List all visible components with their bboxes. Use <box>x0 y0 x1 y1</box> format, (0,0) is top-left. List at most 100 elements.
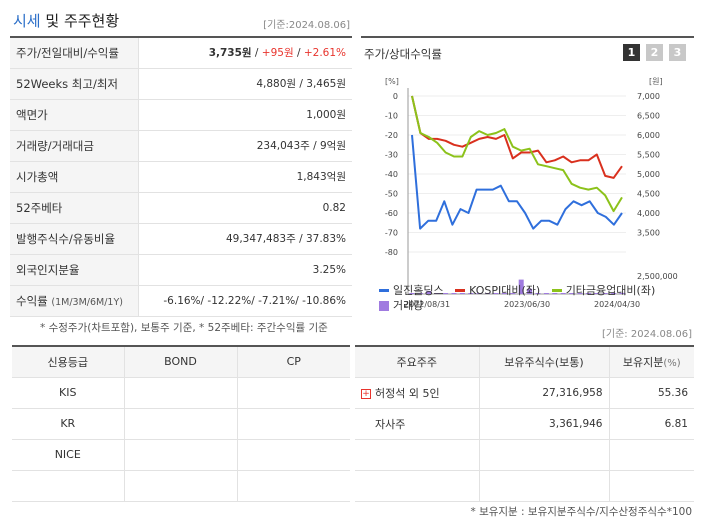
chart-panel: 주가/상대수익률 1 2 3 [%] [원] 0 -10 -20 -30 -40 -50 -60… <box>361 36 694 316</box>
volume-bar <box>611 293 617 294</box>
left-tick-label: -80 <box>385 248 398 257</box>
volume-bar <box>434 293 440 294</box>
credit-rating-table: 신용등급 BOND CP KIS KR NICE <box>12 345 350 502</box>
row-label: 외국인지분율 <box>10 254 139 286</box>
row-label: 시가총액 <box>10 161 139 193</box>
right-tick-label: 7,000 <box>637 92 660 101</box>
row-label: 52주베타 <box>10 192 139 224</box>
volume-tick-label: 2,500,000 <box>637 272 678 281</box>
table-row <box>355 470 694 502</box>
table-header-row: 신용등급 BOND CP <box>12 346 350 378</box>
legend-swatch <box>379 289 389 292</box>
volume-bar <box>417 293 423 294</box>
bond-cell <box>123 439 237 471</box>
holder-shares: 3,361,946 <box>478 408 609 440</box>
quote-table: 주가/전일대비/수익률 3,735원 / +95원 / +2.61% 52Wee… <box>10 36 352 317</box>
right-tick-label: 5,000 <box>637 170 660 179</box>
price-value: 3,735원 / +95원 / +2.61% <box>138 37 352 69</box>
right-axis-unit: [원] <box>649 77 663 86</box>
chart-tab-2[interactable]: 2 <box>646 44 663 61</box>
row-label: 주가/전일대비/수익률 <box>10 37 139 69</box>
agency-cell: KIS <box>12 377 124 409</box>
base-date: [기준:2024.08.06] <box>263 20 350 31</box>
base-date-2: [기준: 2024.08.06] <box>601 329 692 340</box>
volume-bar <box>459 293 465 294</box>
footnote: * 수정주가(차트포함), 보통주 기준, * 52주베타: 주간수익률 기준 <box>40 322 328 334</box>
holder-shares: 27,316,958 <box>478 377 609 409</box>
column-header: 주요주주 <box>355 346 479 378</box>
volume-bar <box>409 293 415 294</box>
table-row: 거래량/거래대금 234,043주 / 9억원 <box>10 130 352 162</box>
table-row: 주가/전일대비/수익률 3,735원 / +95원 / +2.61% <box>10 37 352 69</box>
table-row: KR <box>12 408 350 440</box>
volume-bar <box>485 293 491 294</box>
chart-tab-3[interactable]: 3 <box>669 44 686 61</box>
row-value: 4,880원 / 3,465원 <box>138 68 352 100</box>
chart-title: 주가/상대수익률 <box>364 47 442 61</box>
row-value: 234,043주 / 9억원 <box>138 130 352 162</box>
volume-bar <box>602 293 608 294</box>
right-tick-label: 4,500 <box>637 190 660 199</box>
left-tick-label: -50 <box>385 190 398 199</box>
volume-bar <box>560 293 566 294</box>
left-tick-label: -40 <box>385 170 398 179</box>
volume-bar <box>443 293 449 294</box>
series-line <box>411 95 623 179</box>
column-header: 보유지분(%) <box>608 346 694 378</box>
shareholders-table: 주요주주 보유주식수(보통) 보유지분(%) + 허정석 외 5인 27,316,… <box>355 345 694 502</box>
volume-bar <box>619 292 625 294</box>
left-tick-label: 0 <box>393 92 398 101</box>
price-chart: [%] [원] 0 -10 -20 -30 -40 -50 -60 -70 -80 7,000 6,50… <box>385 77 678 309</box>
price-rate: +2.61% <box>303 47 346 60</box>
column-header: BOND <box>123 346 237 378</box>
holder-pct: 6.81 <box>608 408 694 440</box>
table-row: + 허정석 외 5인 27,316,958 55.36 <box>355 377 694 409</box>
holder-name: 자사주 <box>355 408 479 440</box>
volume-bar <box>569 293 575 294</box>
right-tick-label: 3,500 <box>637 229 660 238</box>
footer-note: * 보유지분 : 보유지분주식수/지수산정주식수*100 <box>470 506 692 518</box>
volume-bar <box>527 288 533 294</box>
row-value: 1,000원 <box>138 99 352 131</box>
x-tick-label: 2024/04/30 <box>594 300 640 309</box>
table-row: 발행주식수/유동비율 49,347,483주 / 37.83% <box>10 223 352 255</box>
holder-name <box>355 439 479 471</box>
right-tick-label: 4,000 <box>637 209 660 218</box>
x-tick-label: 2023/06/30 <box>504 300 550 309</box>
holder-name <box>355 470 479 502</box>
volume-bar <box>468 293 474 294</box>
holder-shares <box>478 439 609 471</box>
cp-cell <box>236 408 350 440</box>
table-row: 액면가 1,000원 <box>10 99 352 131</box>
bond-cell <box>123 408 237 440</box>
chart-tab-1[interactable]: 1 <box>623 44 640 61</box>
holder-pct <box>608 470 694 502</box>
row-label: 수익률 (1M/3M/6M/1Y) <box>10 285 139 317</box>
table-row: 52주베타 0.82 <box>10 192 352 224</box>
volume-bar <box>552 293 558 294</box>
row-label: 액면가 <box>10 99 139 131</box>
column-header: CP <box>236 346 350 378</box>
right-tick-label: 6,000 <box>637 131 660 140</box>
table-row <box>12 470 350 502</box>
volume-bar <box>426 290 432 294</box>
volume-bar <box>476 293 482 294</box>
volume-bar <box>585 293 591 294</box>
row-value: 0.82 <box>138 192 352 224</box>
table-row: 외국인지분율 3.25% <box>10 254 352 286</box>
left-tick-label: -10 <box>385 112 398 121</box>
right-tick-label: 5,500 <box>637 151 660 160</box>
agency-cell: NICE <box>12 439 124 471</box>
legend-swatch <box>551 289 562 292</box>
row-value: 1,843억원 <box>138 161 352 193</box>
x-tick-label: 2022/08/31 <box>404 300 450 309</box>
volume-bar <box>518 279 524 294</box>
legend-item: 일진홀딩스 <box>379 283 444 298</box>
volume-bar <box>493 293 499 294</box>
cp-cell <box>236 470 350 502</box>
row-label: 거래량/거래대금 <box>10 130 139 162</box>
volume-bar <box>501 293 507 294</box>
row-value: 3.25% <box>138 254 352 286</box>
volume-bar <box>594 293 600 294</box>
expand-plus-icon[interactable]: + <box>361 388 371 399</box>
